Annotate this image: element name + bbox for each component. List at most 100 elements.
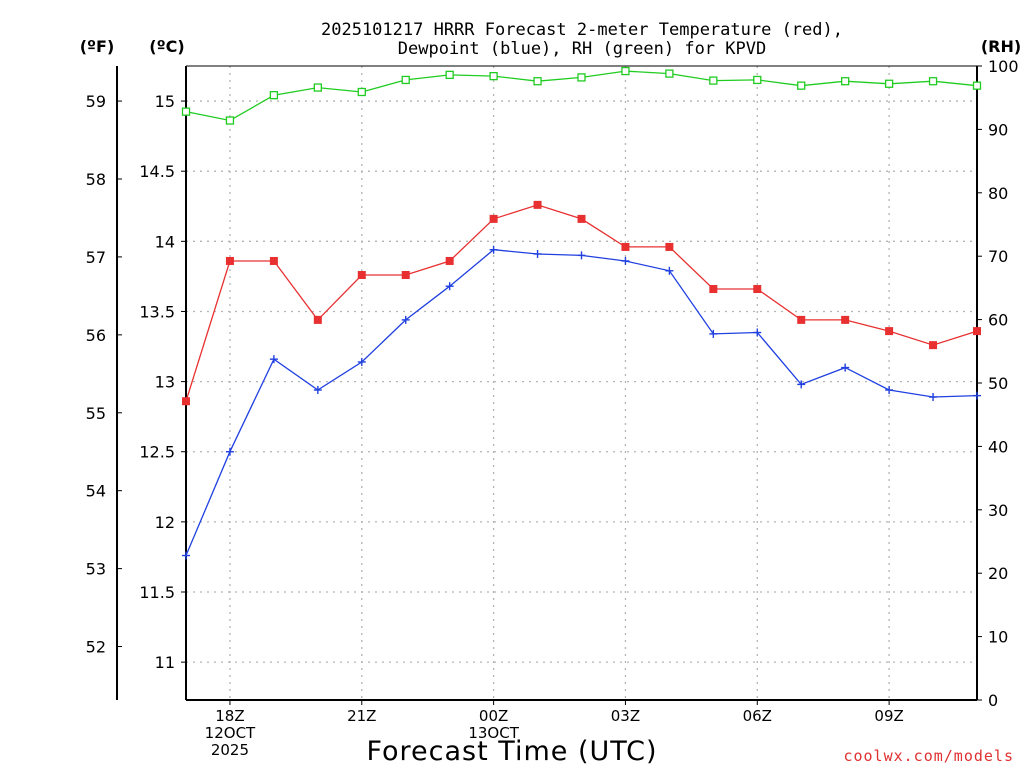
dewpoint-point — [182, 551, 190, 560]
temperature-point — [973, 327, 981, 336]
dewpoint-point — [621, 256, 630, 265]
rh-point — [753, 75, 762, 85]
dewpoint-point — [489, 245, 498, 254]
celsius-axis-label: (ºC) — [149, 37, 184, 56]
temperature-point — [841, 315, 850, 324]
dewpoint-point — [665, 266, 674, 275]
fahrenheit-tick-label: 57 — [86, 248, 106, 267]
rh-tick-label: 20 — [988, 564, 1008, 583]
x-tick-label: 06Z — [743, 707, 772, 725]
fahrenheit-tick-label: 53 — [86, 560, 106, 579]
celsius-tick-label: 13.5 — [139, 302, 175, 321]
celsius-tick-label: 12.5 — [139, 443, 175, 462]
rh-tick-label: 100 — [988, 57, 1019, 76]
rh-point — [972, 81, 982, 90]
celsius-tick-label: 11 — [155, 653, 175, 672]
dewpoint-point — [445, 282, 454, 291]
dewpoint-point — [841, 363, 850, 372]
dewpoint-point — [225, 447, 234, 456]
temperature-point — [797, 315, 806, 324]
rh-tick-label: 10 — [988, 628, 1008, 647]
rh-point — [489, 71, 498, 81]
temperature-point — [401, 270, 410, 279]
rh-tick-label: 0 — [988, 691, 998, 710]
rh-tick-label: 30 — [988, 501, 1008, 520]
rh-axis-label: (RH) — [981, 37, 1021, 56]
dewpoint-point — [709, 329, 718, 338]
x-tick-label: 21Z — [347, 707, 376, 725]
rh-tick-label: 60 — [988, 311, 1008, 330]
grid — [186, 66, 977, 700]
celsius-tick-label: 13 — [155, 373, 175, 392]
celsius-tick-label: 12 — [155, 513, 175, 532]
temperature-point — [313, 315, 322, 324]
x-tick-label: 00Z — [479, 707, 508, 725]
fahrenheit-tick-label: 59 — [86, 92, 106, 111]
temperature-point — [885, 327, 894, 336]
axes — [116, 65, 978, 701]
chart-title-line-2: Dewpoint (blue), RH (green) for KPVD — [398, 39, 766, 59]
fahrenheit-tick-label: 56 — [86, 326, 106, 345]
temperature-point — [445, 256, 454, 265]
fahrenheit-tick-label: 52 — [86, 638, 106, 657]
dewpoint-point — [401, 315, 410, 324]
series-line-temperature — [185, 204, 978, 402]
series-temperature — [182, 200, 981, 406]
temperature-point — [621, 242, 630, 251]
temperature-point — [225, 256, 234, 265]
dewpoint-point — [313, 386, 322, 395]
rh-tick-label: 40 — [988, 437, 1008, 456]
rh-point — [357, 87, 366, 97]
fahrenheit-tick-label: 54 — [86, 482, 106, 501]
temperature-point — [489, 214, 498, 223]
temperature-point — [357, 270, 366, 279]
celsius-tick-label: 14 — [155, 232, 175, 251]
celsius-tick-label: 11.5 — [139, 583, 175, 602]
rh-point — [797, 81, 806, 90]
series-layer — [181, 66, 982, 560]
celsius-tick-label: 14.5 — [139, 162, 175, 181]
rh-point — [225, 116, 235, 125]
rh-tick-label: 90 — [988, 120, 1008, 139]
rh-point — [533, 77, 542, 86]
temperature-point — [182, 397, 190, 406]
rh-point — [884, 79, 894, 88]
rh-point — [577, 73, 586, 82]
dewpoint-point — [357, 357, 366, 366]
x-tick-label: 2025 — [211, 741, 249, 759]
rh-tick-label: 70 — [988, 247, 1008, 266]
x-tick-label: 12OCT — [205, 724, 256, 742]
dewpoint-point — [753, 328, 762, 337]
watermark: coolwx.com/models — [843, 747, 1014, 765]
temperature-point — [929, 341, 938, 350]
celsius-tick-label: 15 — [155, 92, 175, 111]
rh-point — [665, 69, 674, 78]
x-tick-label: 09Z — [874, 707, 903, 725]
dewpoint-point — [973, 391, 981, 400]
dewpoint-point — [577, 251, 586, 260]
dewpoint-point — [929, 393, 938, 402]
rh-point — [928, 77, 938, 86]
rh-tick-label: 80 — [988, 184, 1008, 203]
dewpoint-point — [533, 249, 542, 258]
x-tick-label: 03Z — [611, 707, 640, 725]
rh-tick-label: 50 — [988, 374, 1008, 393]
rh-point — [313, 83, 322, 92]
rh-point — [181, 107, 191, 116]
fahrenheit-tick-label: 55 — [86, 404, 106, 423]
temperature-point — [577, 214, 586, 223]
rh-point — [401, 75, 410, 85]
chart-title-line-1: 2025101217 HRRR Forecast 2-meter Tempera… — [321, 20, 843, 40]
temperature-point — [709, 285, 718, 294]
temperature-point — [665, 242, 674, 251]
rh-point — [709, 76, 718, 85]
rh-point — [621, 66, 630, 76]
temperature-point — [269, 256, 278, 265]
rh-point — [445, 70, 454, 80]
x-tick-label: 18Z — [215, 707, 244, 725]
tick-labels: 11 11.5 12 12.5 13 13.5 14 14.5 15 52 53 54 55 56 57 58… — [86, 57, 1019, 759]
rh-point — [841, 77, 850, 86]
series-rh — [181, 66, 982, 125]
dewpoint-point — [269, 355, 278, 364]
